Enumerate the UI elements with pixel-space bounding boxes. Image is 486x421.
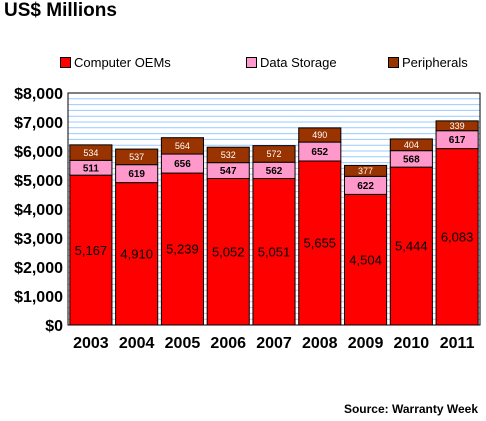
data-label: 339 (450, 121, 465, 131)
data-label: 532 (221, 150, 236, 160)
data-label: 562 (266, 166, 283, 177)
legend-swatch-computer-oems (60, 57, 71, 69)
data-label: 4,910 (120, 246, 153, 261)
data-label: 547 (220, 166, 237, 177)
bar-segment (252, 178, 296, 326)
bar-segment (115, 182, 159, 326)
legend-label-data-storage: Data Storage (260, 55, 337, 70)
data-label: 572 (266, 149, 281, 159)
y-tick-label: $8,000 (14, 86, 63, 103)
data-label: 404 (404, 140, 419, 150)
y-tick-label: $3,000 (14, 231, 63, 248)
y-tick-label: $5,000 (14, 173, 63, 190)
data-label: 652 (311, 147, 328, 158)
bar-segment (160, 137, 205, 155)
data-label: 6,083 (441, 229, 474, 244)
bar-segment (435, 120, 479, 132)
data-label: 490 (312, 130, 327, 140)
x-tick-label: 2003 (73, 335, 109, 352)
data-label: 4,504 (349, 252, 382, 267)
data-label: 537 (129, 152, 144, 162)
data-label: 656 (174, 159, 191, 170)
legend-item-computer-oems: Computer OEMs (60, 55, 171, 70)
data-label: 5,655 (304, 236, 337, 251)
legend-swatch-peripherals (388, 57, 399, 69)
source-note: Source: Warranty Week (343, 402, 478, 416)
data-label: 5,052 (212, 244, 245, 259)
bar-segment (160, 172, 205, 326)
legend-label-peripherals: Peripherals (402, 55, 468, 70)
data-label: 5,444 (395, 239, 428, 254)
x-tick-label: 2005 (165, 335, 201, 352)
bar-segment (389, 138, 433, 152)
bar-segment (435, 148, 479, 326)
legend-item-data-storage: Data Storage (246, 55, 337, 70)
bar-segment (389, 166, 433, 326)
data-label: 617 (449, 135, 466, 146)
data-label: 619 (128, 169, 145, 180)
bar-segment (69, 174, 113, 326)
bar-segment (252, 145, 296, 163)
bar-segment (69, 144, 113, 161)
y-tick-label: $6,000 (14, 144, 63, 161)
data-label: 534 (83, 148, 98, 158)
x-tick-label: 2006 (210, 335, 246, 352)
data-label: 5,167 (75, 243, 108, 258)
data-label: 5,051 (258, 244, 291, 259)
data-label: 5,239 (166, 242, 199, 257)
data-label: 568 (403, 154, 420, 165)
data-label: 564 (175, 141, 190, 151)
y-tick-label: $4,000 (14, 202, 63, 219)
bar-segment (298, 127, 342, 143)
bar-segment (298, 160, 342, 326)
bar-segment (343, 164, 388, 177)
legend-item-peripherals: Peripherals (388, 55, 468, 70)
x-tick-label: 2004 (119, 335, 155, 352)
data-label: 377 (358, 166, 373, 176)
x-tick-label: 2007 (256, 335, 292, 352)
bar-segment (206, 177, 250, 326)
data-label: 622 (357, 181, 374, 192)
y-tick-label: $7,000 (14, 115, 63, 132)
bar-segment (206, 146, 250, 164)
x-tick-label: 2008 (302, 335, 338, 352)
y-tick-label: $2,000 (14, 260, 63, 277)
bar-segment (343, 193, 388, 326)
legend-swatch-data-storage (246, 57, 257, 69)
x-tick-label: 2011 (440, 335, 475, 352)
y-tick-label: $1,000 (14, 289, 63, 306)
x-tick-label: 2009 (348, 335, 384, 352)
bar-segment (115, 148, 159, 166)
legend-label-computer-oems: Computer OEMs (74, 55, 171, 70)
y-tick-label: $0 (45, 318, 63, 335)
x-tick-label: 2010 (394, 335, 430, 352)
chart-title: US$ Millions (4, 0, 117, 21)
data-label: 511 (83, 163, 100, 174)
